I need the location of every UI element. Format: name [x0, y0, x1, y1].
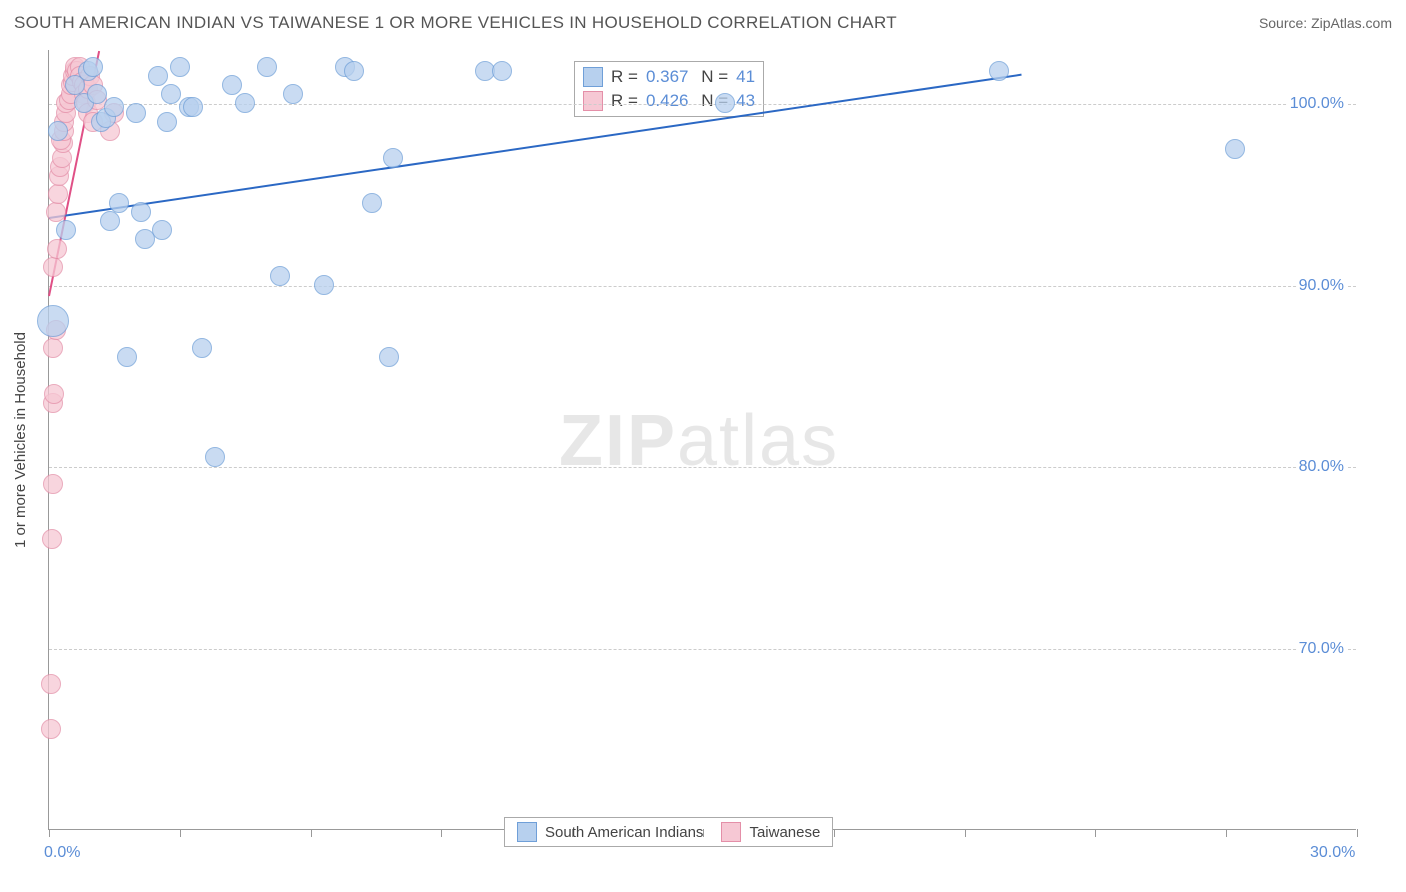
n-value-pink: 43 — [736, 91, 755, 111]
scatter-point — [989, 61, 1009, 81]
watermark-bold: ZIP — [559, 401, 677, 481]
scatter-point — [42, 529, 62, 549]
trend-line — [49, 74, 1022, 219]
scatter-point — [222, 75, 242, 95]
scatter-point — [83, 57, 103, 77]
y-tick-label: 80.0% — [1297, 458, 1346, 476]
x-tick — [1357, 829, 1358, 837]
scatter-point — [43, 257, 63, 277]
scatter-point — [283, 84, 303, 104]
scatter-point — [117, 347, 137, 367]
r-value-pink: 0.426 — [646, 91, 689, 111]
chart-title: SOUTH AMERICAN INDIAN VS TAIWANESE 1 OR … — [14, 13, 897, 33]
watermark-rest: atlas — [677, 401, 839, 481]
scatter-point — [48, 184, 68, 204]
swatch-pink — [721, 822, 741, 842]
stats-legend-box: R =0.367 N =41 R =0.426 N =43 — [574, 61, 764, 117]
source-credit: Source: ZipAtlas.com — [1259, 15, 1392, 31]
scatter-point — [383, 148, 403, 168]
x-axis-max-label: 30.0% — [1310, 844, 1355, 862]
r-value-blue: 0.367 — [646, 67, 689, 87]
scatter-point — [46, 202, 66, 222]
x-tick — [49, 829, 50, 837]
stats-row-blue: R =0.367 N =41 — [583, 65, 755, 89]
scatter-point — [235, 93, 255, 113]
scatter-point — [161, 84, 181, 104]
legend-label-blue: South American Indians — [545, 824, 703, 841]
swatch-blue — [583, 67, 603, 87]
gridline-h — [49, 649, 1356, 650]
plot-area: ZIPatlas R =0.367 N =41 R =0.426 N =43 S… — [48, 50, 1356, 830]
x-tick — [703, 829, 704, 837]
x-tick — [441, 829, 442, 837]
x-tick — [572, 829, 573, 837]
scatter-point — [131, 202, 151, 222]
scatter-point — [43, 474, 63, 494]
y-tick-label: 90.0% — [1297, 277, 1346, 295]
watermark: ZIPatlas — [559, 400, 839, 482]
scatter-point — [100, 211, 120, 231]
scatter-point — [152, 220, 172, 240]
y-tick-label: 100.0% — [1288, 95, 1346, 113]
y-axis-label: 1 or more Vehicles in Household — [12, 332, 29, 548]
scatter-point — [87, 84, 107, 104]
scatter-point — [41, 719, 61, 739]
legend-item-pink: Taiwanese — [721, 822, 820, 842]
x-tick — [311, 829, 312, 837]
x-axis-min-label: 0.0% — [44, 844, 80, 862]
scatter-point — [270, 266, 290, 286]
legend-bottom: South American Indians Taiwanese — [504, 817, 833, 847]
x-tick — [1095, 829, 1096, 837]
y-tick-label: 70.0% — [1297, 640, 1346, 658]
scatter-point — [205, 447, 225, 467]
x-tick — [1226, 829, 1227, 837]
scatter-point — [314, 275, 334, 295]
scatter-point — [192, 338, 212, 358]
legend-label-pink: Taiwanese — [749, 824, 820, 841]
scatter-point — [47, 239, 67, 259]
scatter-point — [257, 57, 277, 77]
legend-item-blue: South American Indians — [517, 822, 703, 842]
n-value-blue: 41 — [736, 67, 755, 87]
scatter-point — [492, 61, 512, 81]
scatter-point — [148, 66, 168, 86]
gridline-h — [49, 286, 1356, 287]
scatter-point — [379, 347, 399, 367]
scatter-point — [104, 97, 124, 117]
scatter-point — [344, 61, 364, 81]
scatter-point — [1225, 139, 1245, 159]
x-tick — [180, 829, 181, 837]
scatter-point — [157, 112, 177, 132]
x-tick — [965, 829, 966, 837]
scatter-point — [56, 220, 76, 240]
scatter-point — [48, 121, 68, 141]
gridline-h — [49, 467, 1356, 468]
scatter-point — [183, 97, 203, 117]
scatter-point — [126, 103, 146, 123]
scatter-point — [109, 193, 129, 213]
swatch-blue — [517, 822, 537, 842]
scatter-point — [41, 674, 61, 694]
scatter-point — [43, 338, 63, 358]
swatch-pink — [583, 91, 603, 111]
scatter-point — [37, 305, 69, 337]
scatter-point — [44, 384, 64, 404]
scatter-point — [362, 193, 382, 213]
scatter-point — [170, 57, 190, 77]
scatter-point — [715, 93, 735, 113]
x-tick — [834, 829, 835, 837]
